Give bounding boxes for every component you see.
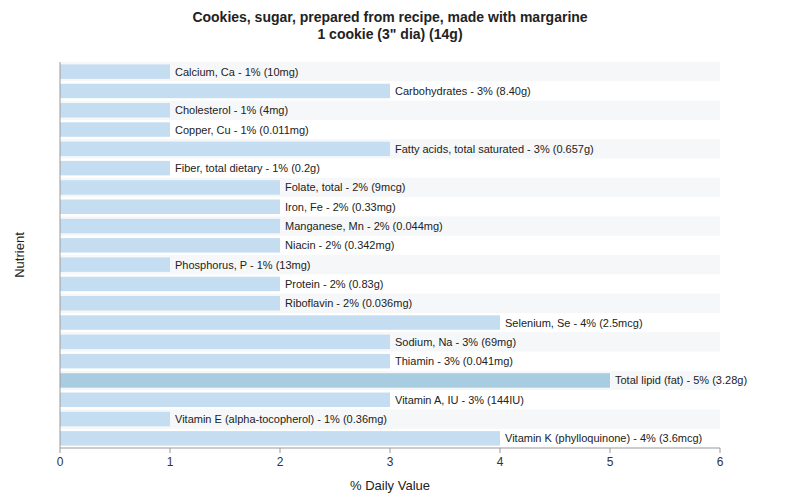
category-label: Fatty acids, total saturated - 3% (0.657… — [395, 143, 594, 155]
x-tick-label: 3 — [387, 455, 394, 469]
y-axis-line — [60, 62, 61, 448]
bar — [60, 257, 170, 271]
bar — [60, 412, 170, 426]
row-band — [60, 178, 720, 197]
bar — [60, 354, 390, 368]
x-tick-label: 6 — [717, 455, 724, 469]
bar — [60, 84, 390, 98]
row-band — [60, 255, 720, 274]
row-band — [60, 332, 720, 351]
row-band — [60, 139, 720, 158]
chart: Cookies, sugar, prepared from recipe, ma… — [0, 0, 800, 500]
category-label: Phosphorus, P - 1% (13mg) — [175, 259, 311, 271]
category-label: Sodium, Na - 3% (69mg) — [395, 336, 516, 348]
title-line: Cookies, sugar, prepared from recipe, ma… — [192, 9, 587, 25]
category-label: Selenium, Se - 4% (2.5mcg) — [505, 317, 643, 329]
category-label: Total lipid (fat) - 5% (3.28g) — [615, 374, 747, 386]
category-label: Vitamin E (alpha-tocopherol) - 1% (0.36m… — [175, 413, 387, 425]
bar — [60, 373, 610, 387]
y-axis-label: Nutrient — [12, 232, 27, 278]
bar — [60, 122, 170, 136]
title-line: 1 cookie (3" dia) (14g) — [317, 26, 462, 42]
category-label: Folate, total - 2% (9mcg) — [285, 181, 405, 193]
x-tick — [720, 448, 721, 453]
bar — [60, 335, 390, 349]
category-label: Fiber, total dietary - 1% (0.2g) — [175, 162, 320, 174]
x-tick-label: 4 — [497, 455, 504, 469]
bar — [60, 315, 500, 329]
bar-labels: Calcium, Ca - 1% (10mg) Carbohydrates - 3… — [175, 66, 747, 445]
bar — [60, 238, 280, 252]
bar — [60, 103, 170, 117]
x-tick-label: 5 — [607, 455, 614, 469]
row-band — [60, 216, 720, 235]
category-label: Iron, Fe - 2% (0.33mg) — [285, 201, 396, 213]
row-band — [60, 409, 720, 428]
category-label: Manganese, Mn - 2% (0.044mg) — [285, 220, 443, 232]
x-axis-label: % Daily Value — [350, 478, 430, 493]
bar — [60, 219, 280, 233]
category-label: Vitamin A, IU - 3% (144IU) — [395, 394, 524, 406]
category-label: Vitamin K (phylloquinone) - 4% (3.6mcg) — [505, 432, 702, 444]
x-tick-label: 1 — [167, 455, 174, 469]
category-label: Thiamin - 3% (0.041mg) — [395, 355, 513, 367]
x-tick — [280, 448, 281, 453]
x-tick — [610, 448, 611, 453]
bar — [60, 180, 280, 194]
bar — [60, 296, 280, 310]
x-tick — [500, 448, 501, 453]
row-band — [60, 294, 720, 313]
bar — [60, 431, 500, 445]
bar — [60, 393, 390, 407]
title: Cookies, sugar, prepared from recipe, ma… — [192, 9, 587, 42]
row-band — [60, 101, 720, 120]
category-label: Riboflavin - 2% (0.036mg) — [285, 297, 412, 309]
bar — [60, 161, 170, 175]
bar — [60, 200, 280, 214]
plot-area — [60, 62, 720, 448]
x-tick — [170, 448, 171, 453]
row-band — [60, 62, 720, 81]
bar — [60, 277, 280, 291]
category-label: Carbohydrates - 3% (8.40g) — [395, 85, 531, 97]
category-label: Niacin - 2% (0.342mg) — [285, 239, 394, 251]
bar — [60, 142, 390, 156]
category-label: Calcium, Ca - 1% (10mg) — [175, 66, 298, 78]
category-label: Cholesterol - 1% (4mg) — [175, 104, 288, 116]
bar — [60, 64, 170, 78]
x-tick — [390, 448, 391, 453]
x-tick-label: 0 — [57, 455, 64, 469]
category-label: Protein - 2% (0.83g) — [285, 278, 383, 290]
category-label: Copper, Cu - 1% (0.011mg) — [175, 124, 309, 136]
bars — [60, 64, 610, 445]
x-tick — [60, 448, 61, 453]
x-tick-label: 2 — [277, 455, 284, 469]
